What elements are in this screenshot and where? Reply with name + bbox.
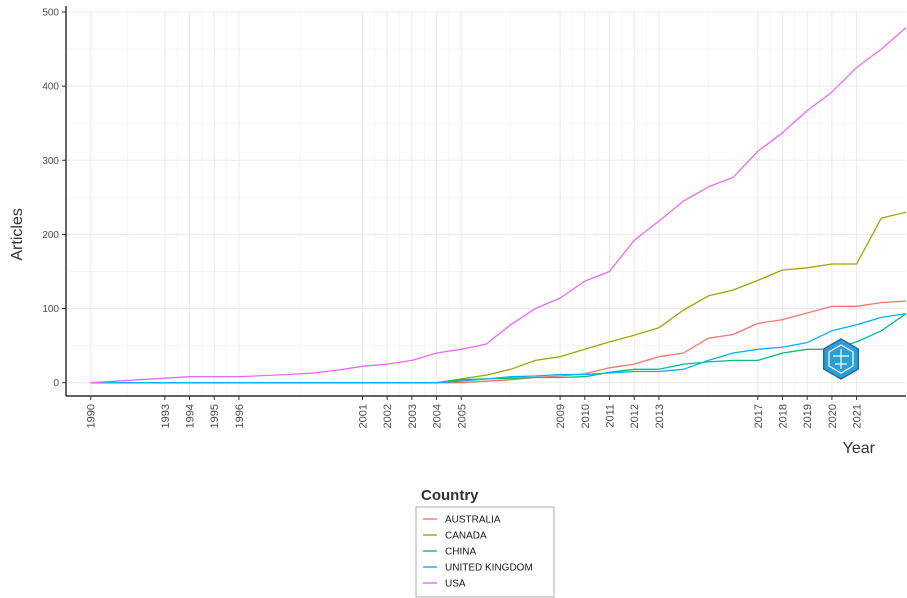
x-tick-label: 2009 bbox=[555, 404, 567, 428]
y-tick-label: 500 bbox=[42, 8, 59, 19]
legend: Country AUSTRALIA CANADA CHINA UNITED KINGD… bbox=[415, 487, 555, 598]
x-tick-label: 1995 bbox=[209, 404, 221, 428]
hexagon-logo-icon bbox=[822, 338, 860, 380]
legend-label: UNITED KINGDOM bbox=[445, 563, 533, 574]
x-tick-label: 1996 bbox=[234, 404, 246, 428]
y-tick-label: 100 bbox=[42, 304, 59, 315]
legend-box bbox=[415, 506, 555, 598]
x-tick-label: 2010 bbox=[580, 404, 592, 428]
x-tick-label: 2019 bbox=[802, 404, 814, 428]
series-line-united-kingdom bbox=[90, 313, 907, 384]
axes bbox=[65, 6, 906, 397]
x-tick-label: 2005 bbox=[456, 404, 468, 428]
series-lines bbox=[90, 27, 907, 384]
x-tick-label: 2004 bbox=[432, 404, 444, 428]
x-tick-label: 2001 bbox=[357, 404, 369, 428]
series-line-australia bbox=[90, 300, 907, 384]
x-ticks: 1990 1993 1994 1995 1996 2001 2002 2003 2004 2005… bbox=[86, 396, 864, 428]
x-tick-label: 2020 bbox=[827, 404, 839, 428]
y-tick-label: 0 bbox=[53, 378, 59, 389]
y-tick-label: 400 bbox=[42, 82, 59, 93]
x-tick-label: 2013 bbox=[654, 404, 666, 428]
y-axis-title: Articles bbox=[9, 208, 26, 260]
series-line-china bbox=[90, 313, 907, 384]
x-tick-label: 1994 bbox=[185, 404, 197, 428]
y-tick-label: 300 bbox=[42, 156, 59, 167]
y-tick-label: 200 bbox=[42, 230, 59, 241]
y-ticks: 0 100 200 300 400 500 bbox=[42, 8, 66, 389]
x-tick-label: 2002 bbox=[382, 404, 394, 428]
series-line-usa bbox=[90, 27, 907, 384]
x-tick-label: 2021 bbox=[852, 404, 864, 428]
legend-items: AUSTRALIA CANADA CHINA UNITED KINGDOM USA bbox=[423, 515, 533, 590]
legend-label: USA bbox=[445, 579, 466, 590]
x-tick-label: 1990 bbox=[86, 404, 98, 428]
x-axis-title: Year bbox=[843, 440, 876, 457]
grid bbox=[66, 11, 906, 396]
legend-label: AUSTRALIA bbox=[445, 515, 501, 526]
legend-label: CHINA bbox=[445, 547, 476, 558]
x-tick-label: 2011 bbox=[605, 404, 617, 428]
x-tick-label: 2018 bbox=[777, 404, 789, 428]
x-tick-label: 2017 bbox=[753, 404, 765, 428]
legend-label: CANADA bbox=[445, 531, 487, 542]
legend-title: Country bbox=[421, 487, 479, 504]
x-tick-label: 2003 bbox=[407, 404, 419, 428]
series-line-canada bbox=[90, 211, 907, 384]
x-tick-label: 2012 bbox=[629, 404, 641, 428]
x-tick-label: 1993 bbox=[160, 404, 172, 428]
